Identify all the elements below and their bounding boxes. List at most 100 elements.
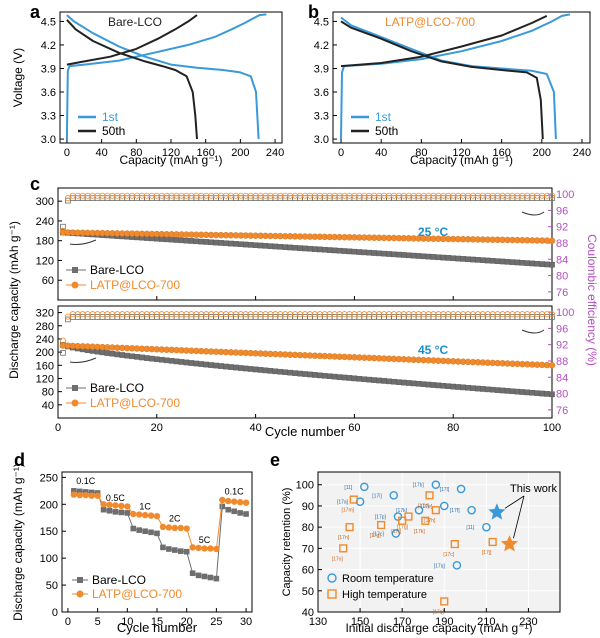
- data-point-bare-lco: [188, 360, 195, 366]
- data-point-bare-lco: [346, 248, 353, 255]
- panel-d-label: d: [14, 450, 25, 470]
- ce-point-latp-lco: [257, 311, 264, 318]
- x-tick-label: 0: [338, 147, 344, 159]
- x-tick-label: 190: [435, 616, 453, 628]
- x-tick-label: 10: [121, 616, 133, 628]
- data-point-bare-lco: [415, 380, 422, 387]
- reference-label: [17c]: [443, 552, 454, 558]
- ce-point-latp-lco: [64, 313, 71, 320]
- data-point-latp-lco: [76, 491, 84, 499]
- data-point-bare-lco: [410, 380, 417, 387]
- series-50th-curve: [340, 20, 544, 140]
- panel-b-frame: [332, 11, 591, 144]
- y-tick-label: 280: [36, 321, 54, 333]
- data-point-latp-lco: [177, 524, 184, 532]
- ce-point-latp-lco: [138, 311, 145, 318]
- y-tick-label: 160: [36, 360, 54, 372]
- data-point-bare-lco: [504, 388, 511, 394]
- data-point-bare-lco: [366, 249, 373, 256]
- ce-point-latp-lco: [109, 311, 116, 318]
- data-point-bare-lco: [203, 361, 210, 368]
- data-point-latp-lco: [183, 525, 190, 532]
- y2-tick-label: 92: [556, 222, 568, 234]
- y2-tick-label: 84: [556, 254, 568, 266]
- y2-tick-label: 80: [556, 271, 568, 283]
- ce-point-latp-lco: [311, 311, 318, 318]
- data-point-bare-lco: [539, 390, 545, 397]
- ce-point-latp-lco: [351, 311, 358, 318]
- ce-point-latp-lco: [114, 311, 121, 318]
- ce-point-latp-lco: [366, 311, 373, 318]
- data-point-bare-lco: [371, 377, 377, 383]
- reference-label: [17d]: [418, 503, 430, 509]
- data-point-bare-lco: [149, 355, 155, 362]
- panel-e-background: [318, 472, 560, 612]
- ce-point-latp-lco: [514, 311, 521, 318]
- x-tick-label: 20: [151, 422, 163, 434]
- ce-point-latp-lco: [489, 311, 496, 318]
- high-temperature-point: [345, 523, 354, 532]
- data-point-bare-lco: [262, 367, 269, 374]
- reference-label: [17i]: [372, 493, 382, 499]
- rate-label: 5C: [199, 535, 211, 545]
- data-point-bare-lco: [247, 366, 254, 372]
- ce-point-latp-lco: [178, 311, 185, 318]
- data-point-bare-lco: [396, 379, 402, 385]
- ce-point-latp-lco: [292, 311, 299, 318]
- legend-label: Bare-LCO: [90, 381, 144, 395]
- x-axis-label: Capacity (mAh g⁻¹): [119, 153, 222, 167]
- data-point-bare-lco: [282, 244, 289, 250]
- ce-point-latp-lco: [435, 311, 442, 318]
- x-tick-label: 0: [64, 147, 70, 159]
- ce-point-latp-lco: [232, 311, 239, 318]
- data-point-bare-lco: [475, 385, 481, 392]
- x-tick-label: 60: [348, 422, 360, 434]
- data-point-bare-lco: [189, 570, 196, 577]
- data-point-bare-lco: [534, 390, 540, 396]
- data-point-bare-lco: [172, 547, 178, 553]
- ce-point-latp-lco: [390, 311, 397, 318]
- data-point-bare-lco: [277, 368, 284, 375]
- data-point-bare-lco: [119, 352, 126, 358]
- data-point-bare-lco: [465, 256, 471, 263]
- high-temperature-point: [377, 520, 386, 530]
- ce-point-latp-lco: [316, 311, 323, 318]
- legend-label: Bare-LCO: [92, 573, 146, 587]
- y-tick-label: 60: [302, 565, 314, 577]
- data-point-bare-lco: [514, 259, 521, 266]
- data-point-bare-lco: [480, 257, 486, 263]
- y2-axis-label: Coulombic efficiency (%): [585, 234, 599, 366]
- reference-label: [17n]: [338, 535, 350, 541]
- ce-point-latp-lco: [524, 311, 531, 318]
- data-point-bare-lco: [445, 255, 452, 261]
- reference-label: [17h]: [424, 518, 436, 524]
- arrow-to-right-axis: [521, 211, 545, 216]
- data-point-bare-lco: [158, 356, 165, 363]
- y-tick-label: 3.0: [41, 134, 56, 146]
- data-point-latp-lco: [82, 491, 89, 499]
- data-point-bare-lco: [77, 488, 83, 495]
- y-tick-label: 50: [302, 586, 314, 598]
- series-50th-curve: [66, 14, 198, 66]
- ce-point-latp-lco: [469, 311, 476, 318]
- x-axis-label: Capacity (mAh g⁻¹): [410, 153, 513, 167]
- ce-point-latp-lco: [450, 311, 457, 318]
- x-tick-label: 0: [65, 616, 71, 628]
- data-point-bare-lco: [109, 350, 116, 357]
- ce-point-latp-lco: [494, 311, 501, 318]
- reference-label: [17j]: [482, 550, 492, 556]
- data-point-bare-lco: [480, 386, 486, 392]
- legend-label: Room temperature: [342, 573, 434, 585]
- data-point-bare-lco: [292, 244, 298, 251]
- data-point-bare-lco: [312, 246, 318, 252]
- room-temperature-point: [456, 484, 466, 494]
- x-tick-label: 150: [351, 616, 369, 628]
- panel-b-label: b: [308, 2, 319, 22]
- ce-point-latp-lco: [89, 311, 96, 318]
- y-tick-label: 100: [40, 553, 58, 565]
- ce-point-latp-lco: [549, 192, 556, 199]
- y-tick-label: 100: [296, 480, 314, 492]
- data-point-bare-lco: [489, 386, 496, 393]
- data-point-latp-lco: [112, 502, 119, 509]
- data-point-bare-lco: [267, 243, 274, 249]
